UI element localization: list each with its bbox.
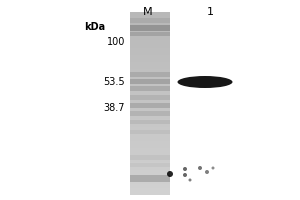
Bar [130,163,170,167]
Text: 1: 1 [206,7,214,17]
Bar [130,79,170,84]
Bar [130,103,170,108]
Bar [130,175,170,182]
Circle shape [212,166,214,170]
Bar [130,130,170,134]
Text: 100: 100 [106,37,125,47]
Bar [130,32,170,36]
Bar [130,72,170,77]
Text: kDa: kDa [84,22,105,32]
Text: 38.7: 38.7 [103,103,125,113]
Text: 53.5: 53.5 [103,77,125,87]
Bar [130,155,170,160]
Bar [130,18,170,23]
Bar [130,95,170,100]
Bar [130,25,170,31]
Bar [130,86,170,91]
Circle shape [188,178,191,182]
Ellipse shape [178,76,232,88]
Circle shape [183,173,187,177]
Circle shape [183,167,187,171]
Text: M: M [143,7,153,17]
Bar [130,120,170,124]
Circle shape [167,171,173,177]
Circle shape [198,166,202,170]
Circle shape [205,170,209,174]
Bar [130,111,170,116]
Bar [130,188,170,192]
